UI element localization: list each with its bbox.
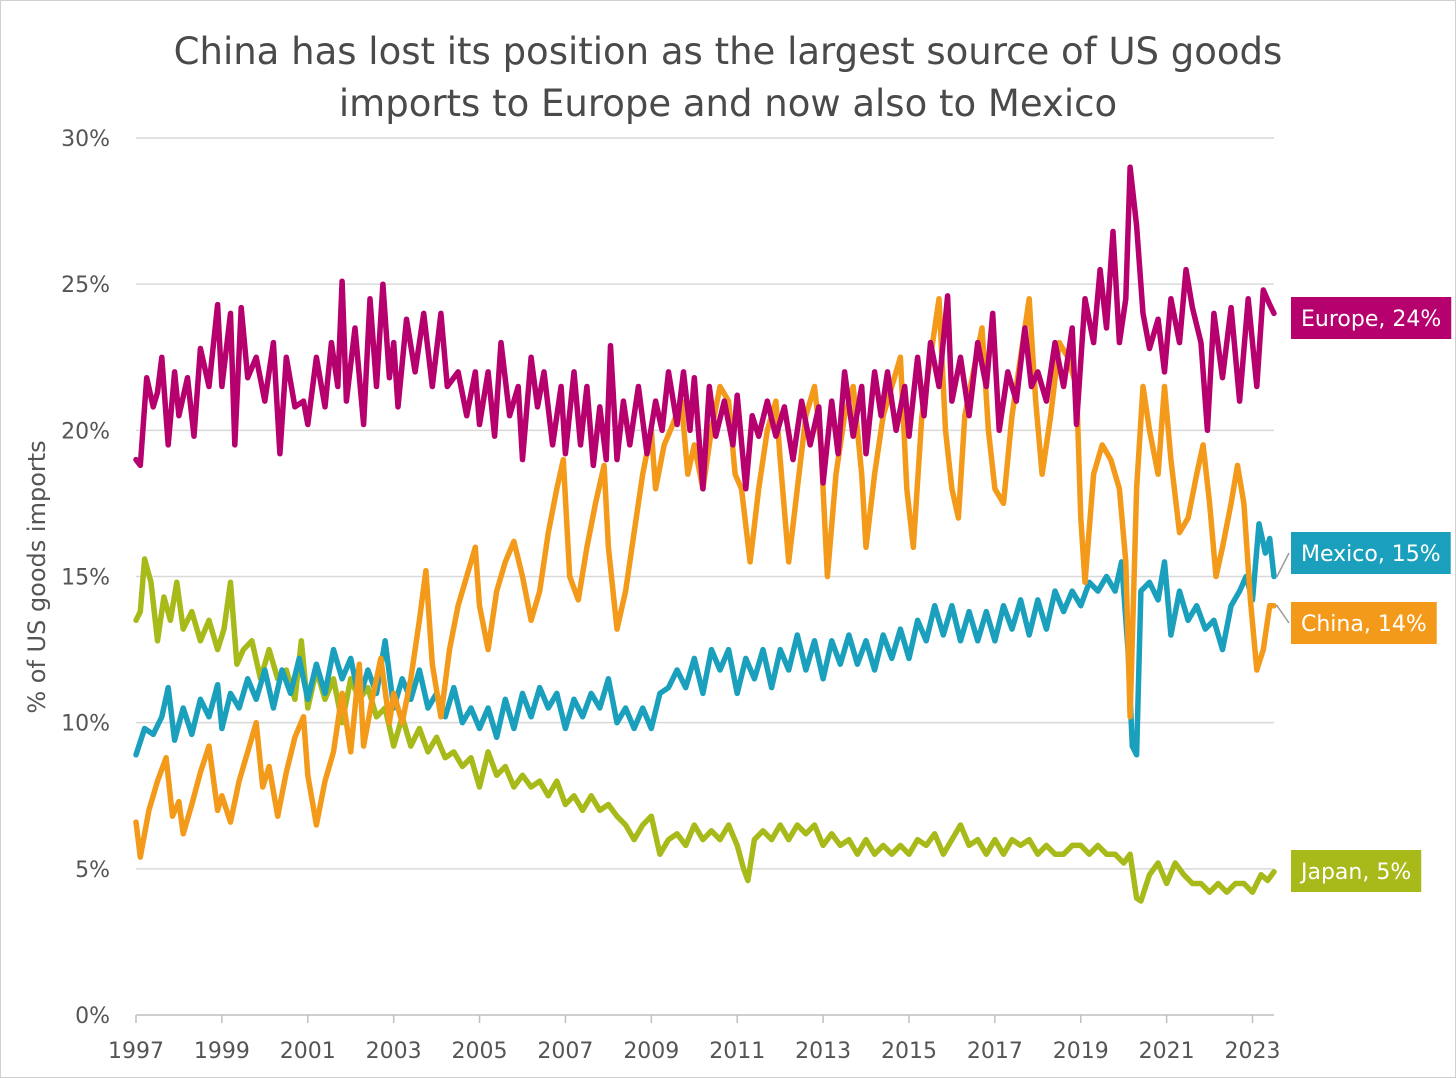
series-label-china: China, 14%: [1275, 602, 1437, 644]
series-label-mexico: Mexico, 15%: [1275, 532, 1451, 578]
series-label-text: Japan, 5%: [1299, 860, 1411, 885]
x-tick-label: 2005: [452, 1039, 508, 1064]
x-tick-label: 2021: [1139, 1039, 1195, 1064]
x-tick-label: 1997: [108, 1039, 164, 1064]
x-tick-label: 2011: [709, 1039, 765, 1064]
series-line-mexico: [133, 521, 1277, 758]
series-label-text: China, 14%: [1301, 612, 1427, 637]
x-tick-label: 1999: [194, 1039, 250, 1064]
x-tick-label: 2013: [795, 1039, 851, 1064]
y-tick-label: 15%: [61, 566, 110, 591]
y-tick-label: 30%: [61, 127, 110, 152]
x-tick-label: 2007: [537, 1039, 593, 1064]
series-label-box: [1291, 297, 1452, 339]
chart-title-line-1: China has lost its position as the large…: [173, 30, 1283, 73]
axes: 0% 5% 10% 15% 20% 25% 30% 1997 1999 2001 2003 2005 2…: [61, 127, 1280, 1064]
series-label-box: [1291, 532, 1451, 574]
series-line-china: [133, 296, 1277, 860]
y-tick-label: 5%: [75, 858, 110, 883]
chart-title: China has lost its position as the large…: [0, 26, 1456, 130]
y-tick-label: 10%: [61, 712, 110, 737]
y-tick-label: 20%: [61, 419, 110, 444]
chart-title-line-2: imports to Europe and now also to Mexico: [338, 82, 1118, 125]
x-tick-label: 2015: [881, 1039, 937, 1064]
leader-line: [1275, 604, 1290, 624]
y-axis-title: % of US goods imports: [23, 440, 51, 713]
y-tick-label: 0%: [75, 1004, 110, 1029]
series-line-japan: [133, 556, 1277, 904]
x-tick-label: 2001: [280, 1039, 336, 1064]
series-label-text: Europe, 24%: [1301, 307, 1441, 332]
series-label-box: [1291, 602, 1437, 644]
x-tick-label: 2017: [967, 1039, 1023, 1064]
series-lines: [133, 164, 1277, 904]
series-label-japan: Japan, 5%: [1291, 850, 1422, 892]
series-label-box: [1291, 850, 1422, 892]
series-label-europe: Europe, 24%: [1291, 297, 1452, 339]
x-tick-label: 2019: [1053, 1039, 1109, 1064]
x-tick-label: 2009: [623, 1039, 679, 1064]
leader-line: [1275, 552, 1290, 578]
y-tick-label: 25%: [61, 273, 110, 298]
series-end-labels: Europe, 24% China, 14% Mexico, 15% Japan, 5…: [1275, 297, 1452, 892]
series-label-text: Mexico, 15%: [1301, 542, 1441, 567]
series-line-europe: [133, 164, 1277, 492]
x-tick-label: 2023: [1225, 1039, 1281, 1064]
x-tick-label: 2003: [366, 1039, 422, 1064]
